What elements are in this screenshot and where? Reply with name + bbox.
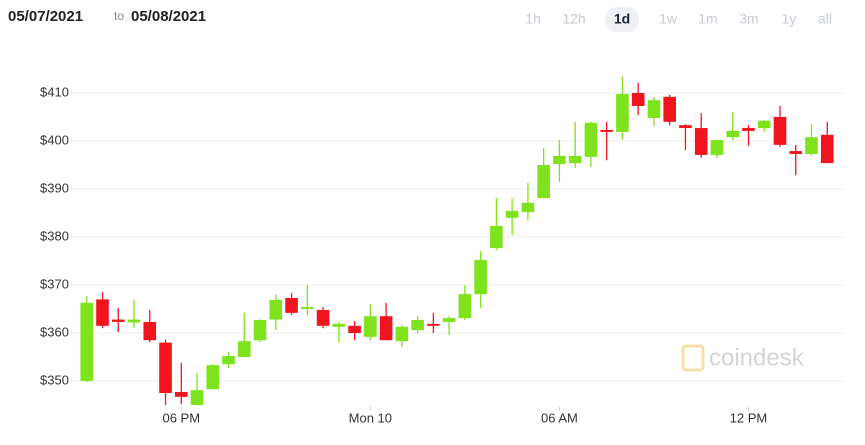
candle-body [820, 134, 834, 164]
x-tick-label: Mon 10 [349, 410, 392, 425]
candle-body [379, 316, 393, 341]
y-tick-label: $360 [40, 324, 69, 339]
candle-body [269, 299, 283, 320]
candle-body [694, 128, 708, 155]
candle-body [663, 96, 676, 122]
range-button-bg[interactable] [605, 7, 639, 32]
date-to-word: to [114, 9, 124, 23]
candle-body [537, 165, 550, 199]
watermark-logo [681, 344, 705, 372]
candle-body [238, 341, 251, 357]
candle-body [757, 120, 771, 129]
candle-body [742, 128, 755, 131]
candle-body [127, 319, 141, 323]
candle-body [490, 225, 503, 249]
candle-body [332, 323, 346, 327]
candle-body [253, 320, 267, 341]
candle-body [96, 299, 109, 326]
candle-body [427, 323, 440, 326]
candle-body [789, 151, 803, 154]
candle-body [584, 122, 598, 157]
y-tick-label: $370 [40, 276, 69, 291]
candle-body [364, 316, 377, 337]
candle-body [348, 325, 361, 333]
y-tick-label: $350 [40, 372, 69, 387]
date-to: 05/08/2021 [131, 8, 206, 25]
candle-body [805, 137, 818, 154]
candle-body [143, 321, 157, 341]
candle-body [395, 326, 409, 342]
range-button[interactable]: 1w [659, 11, 678, 27]
candle-body [553, 155, 566, 165]
candle-body [726, 130, 740, 138]
range-button[interactable]: 3m [739, 11, 758, 27]
y-tick-label: $390 [40, 180, 69, 195]
candle-body [616, 93, 629, 132]
y-tick-label: $380 [40, 228, 69, 243]
candle-body [458, 294, 472, 319]
x-tick-label: 12 PM [730, 410, 768, 425]
candle-body [159, 342, 172, 393]
range-button[interactable]: all [818, 11, 832, 27]
candle-body [411, 320, 424, 331]
candle-body [631, 93, 645, 106]
range-button[interactable]: 12h [562, 11, 585, 27]
range-button[interactable]: 1m [698, 11, 717, 27]
candle-body [773, 117, 787, 145]
date-from: 05/07/2021 [8, 8, 83, 25]
x-tick-label: 06 AM [541, 410, 578, 425]
candle-body [206, 365, 220, 390]
range-button[interactable]: 1h [525, 11, 541, 27]
candle-body [568, 155, 582, 164]
candle-body [600, 129, 613, 132]
candle-body [505, 211, 519, 218]
watermark: coindesk [709, 344, 805, 371]
range-button[interactable]: 1y [782, 11, 797, 27]
candle-body [316, 309, 330, 326]
candle-body [174, 392, 188, 397]
candle-body [442, 318, 456, 322]
candle-body [474, 260, 487, 295]
candle-body [521, 202, 535, 213]
candle-body [111, 319, 125, 322]
y-tick-label: $410 [40, 84, 69, 99]
x-tick-label: 06 PM [162, 410, 200, 425]
candle-body [647, 100, 661, 118]
candle-body [679, 125, 692, 129]
candle-body [301, 307, 314, 309]
candle-body [285, 297, 298, 313]
candle-body [190, 390, 204, 405]
candle-body [710, 140, 724, 155]
range-button[interactable]: 1d [614, 11, 630, 27]
candle-body [80, 302, 94, 381]
candle-body [222, 356, 235, 365]
y-tick-label: $400 [40, 132, 69, 147]
